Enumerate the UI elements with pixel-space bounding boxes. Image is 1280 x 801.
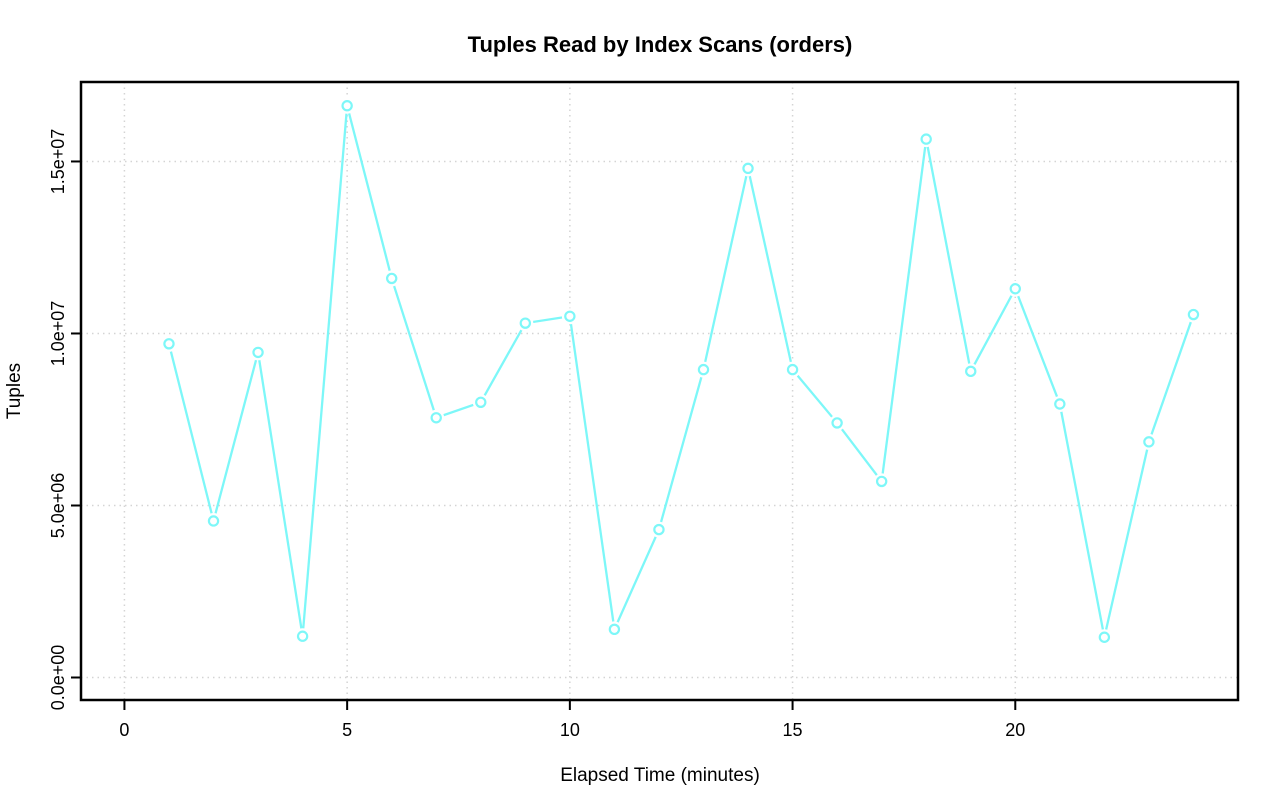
y-tick-label: 5.0e+06 <box>48 473 68 539</box>
data-point-marker <box>1054 398 1066 410</box>
data-point-marker <box>653 523 665 536</box>
x-axis-label: Elapsed Time (minutes) <box>560 765 760 786</box>
data-point-marker <box>1009 283 1021 295</box>
series-line <box>167 105 1195 638</box>
data-point-marker <box>965 365 977 378</box>
data-point-marker <box>341 100 353 112</box>
x-tick-label: 0 <box>119 720 129 740</box>
data-point-marker <box>430 412 442 424</box>
data-point-marker <box>1098 631 1111 643</box>
data-point-marker <box>163 338 175 350</box>
gridlines <box>81 82 1238 700</box>
data-point-marker <box>875 475 888 488</box>
data-point-marker <box>385 272 398 285</box>
chart-title: Tuples Read by Index Scans (orders) <box>468 32 853 57</box>
x-tick-label: 5 <box>342 720 352 740</box>
data-point-marker <box>920 133 932 145</box>
data-point-marker <box>831 417 843 429</box>
y-tick-label: 1.0e+07 <box>48 301 68 367</box>
data-point-marker <box>207 515 220 527</box>
data-point-marker <box>564 310 576 322</box>
data-point-marker <box>519 317 532 329</box>
y-tick-label: 0.0e+00 <box>48 645 68 711</box>
data-point-marker <box>608 623 621 636</box>
data-point-marker <box>252 346 264 359</box>
y-axis-label: Tuples <box>4 363 25 419</box>
data-point-marker <box>697 363 710 376</box>
plot-border <box>79 80 1240 702</box>
data-point-marker <box>1187 308 1200 321</box>
data-point-marker <box>742 162 754 175</box>
data-point-marker <box>296 630 309 642</box>
x-tick-label: 10 <box>560 720 580 740</box>
data-series <box>160 97 1202 646</box>
x-tick-label: 15 <box>783 720 803 740</box>
data-point-marker <box>786 363 799 376</box>
axis-ticks <box>71 160 1017 710</box>
y-tick-label: 1.5e+07 <box>48 129 68 195</box>
x-tick-label: 20 <box>1005 720 1025 740</box>
data-point-marker <box>475 396 487 408</box>
data-point-marker <box>1143 436 1155 448</box>
axis-tick-labels: 0 5 10 15 20 0.0e+00 5.0e+06 1.0e+07 1.5e+07 <box>48 129 1025 740</box>
